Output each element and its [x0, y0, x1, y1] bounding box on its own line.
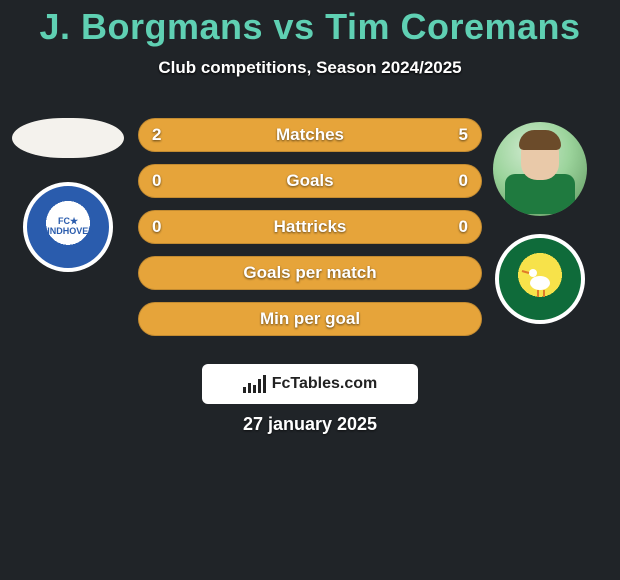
page-title: J. Borgmans vs Tim Coremans: [0, 6, 620, 48]
stat-row: 0 Goals 0: [138, 164, 482, 198]
stat-value-right: 5: [459, 125, 468, 145]
club-badge-left-text: FC★ EINDHOVEN: [41, 217, 95, 237]
club-badge-left: FC★ EINDHOVEN: [23, 182, 113, 272]
player-right-hair: [519, 130, 561, 150]
source-label: FcTables.com: [272, 375, 378, 393]
player-right-photo: [493, 122, 587, 216]
stat-value-right: 0: [459, 171, 468, 191]
stat-metric-label: Matches: [276, 125, 344, 145]
stat-metric-label: Hattricks: [274, 217, 347, 237]
title-vs: vs: [274, 6, 315, 47]
player-left-column: FC★ EINDHOVEN: [8, 118, 128, 272]
stat-row: Min per goal: [138, 302, 482, 336]
title-player1: J. Borgmans: [39, 6, 263, 47]
stat-row: 2 Matches 5: [138, 118, 482, 152]
stat-metric-label: Goals: [286, 171, 333, 191]
stat-value-left: 0: [152, 217, 161, 237]
source-badge[interactable]: FcTables.com: [202, 364, 418, 404]
subtitle: Club competitions, Season 2024/2025: [0, 58, 620, 78]
date-label: 27 january 2025: [243, 414, 377, 435]
bar-chart-icon: [243, 375, 266, 393]
stat-row: 0 Hattricks 0: [138, 210, 482, 244]
stork-icon: [520, 259, 560, 299]
player-right-column: [480, 118, 600, 324]
title-player2: Tim Coremans: [325, 6, 580, 47]
club-badge-right: [495, 234, 585, 324]
stat-value-left: 2: [152, 125, 161, 145]
player-right-kit: [505, 174, 575, 214]
stat-value-left: 0: [152, 171, 161, 191]
stat-metric-label: Min per goal: [260, 309, 360, 329]
comparison-card: J. Borgmans vs Tim Coremans Club competi…: [0, 6, 620, 580]
stat-row: Goals per match: [138, 256, 482, 290]
stats-panel: 2 Matches 5 0 Goals 0 0 Hattricks 0 Goals per mat…: [138, 118, 482, 348]
stat-metric-label: Goals per match: [243, 263, 376, 283]
stat-value-right: 0: [459, 217, 468, 237]
player-left-photo: [12, 118, 124, 158]
